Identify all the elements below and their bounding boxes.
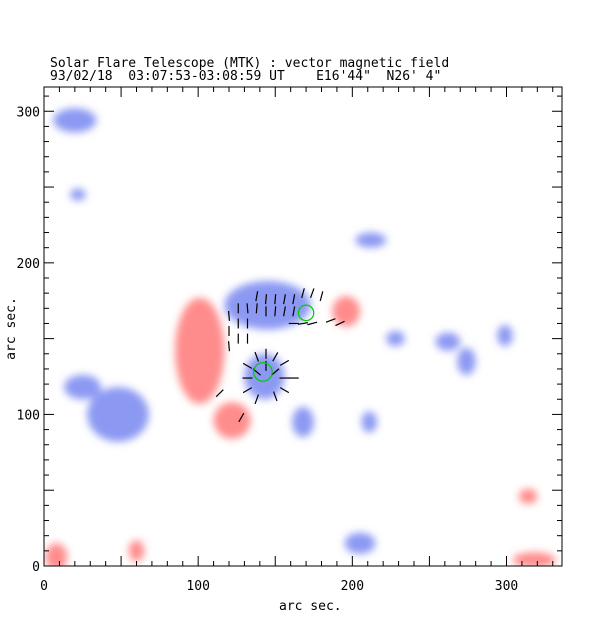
positive-field-region — [175, 297, 225, 404]
field-vector — [301, 288, 305, 299]
x-tick-label: 0 — [40, 579, 48, 594]
field-vector — [309, 288, 315, 299]
field-vector — [227, 310, 231, 321]
negative-field-region — [344, 532, 376, 554]
y-tick-label: 200 — [17, 257, 40, 272]
field-vector — [242, 362, 253, 369]
negative-field-region — [386, 331, 405, 347]
negative-field-region — [361, 411, 377, 433]
negative-field-region — [224, 281, 311, 330]
field-vector — [279, 387, 290, 394]
field-vector — [246, 303, 249, 314]
x-axis-label: arc sec. — [279, 599, 342, 614]
field-vector — [292, 294, 296, 305]
negative-field-region — [70, 188, 86, 201]
negative-field-region — [292, 406, 314, 438]
y-tick-label: 0 — [32, 560, 40, 575]
field-vector — [271, 368, 280, 376]
positive-field-region — [45, 543, 68, 566]
field-vector — [319, 291, 324, 302]
negative-field-region — [53, 108, 97, 133]
negative-field-region — [64, 375, 102, 400]
field-vector — [264, 294, 268, 305]
y-tick-label: 300 — [17, 105, 40, 120]
field-vector — [292, 306, 296, 317]
field-vector — [274, 306, 277, 317]
field-vector — [272, 352, 279, 362]
x-tick-label: 100 — [186, 579, 209, 594]
y-tick-label: 100 — [17, 408, 40, 423]
field-vector — [238, 412, 245, 423]
field-vector — [325, 318, 336, 323]
field-vector — [283, 294, 286, 305]
x-tick-label: 300 — [495, 579, 518, 594]
positive-field-region — [213, 402, 251, 439]
field-vector — [279, 359, 290, 366]
field-vector — [215, 389, 224, 398]
field-vector — [335, 320, 345, 327]
negative-field-region — [435, 332, 461, 351]
plot-frame — [43, 86, 563, 567]
negative-field-region — [497, 324, 513, 347]
positive-field-region — [332, 296, 361, 327]
positive-field-region — [512, 552, 556, 566]
field-vector — [274, 294, 277, 305]
field-vector — [255, 291, 259, 302]
field-vector — [272, 391, 278, 402]
negative-field-region — [355, 232, 387, 248]
field-vector — [242, 387, 253, 394]
field-vector — [254, 351, 260, 362]
chart-subtitle: 93/02/18 03:07:53-03:08:59 UT E16'44" N2… — [50, 69, 442, 84]
negative-field-region — [244, 353, 285, 400]
x-tick-label: 200 — [341, 579, 364, 594]
field-vector — [283, 306, 286, 317]
field-vector — [254, 394, 260, 405]
field-contour — [297, 304, 315, 322]
positive-field-region — [128, 540, 145, 562]
chart-title: Solar Flare Telescope (MTK) : vector mag… — [50, 56, 450, 71]
field-vector — [227, 341, 231, 352]
field-vector — [307, 321, 318, 326]
field-contour — [253, 362, 273, 382]
field-vector — [297, 322, 309, 325]
negative-field-region — [87, 387, 149, 442]
positive-field-region — [518, 488, 538, 504]
field-vector — [255, 303, 258, 314]
negative-field-region — [457, 347, 476, 376]
